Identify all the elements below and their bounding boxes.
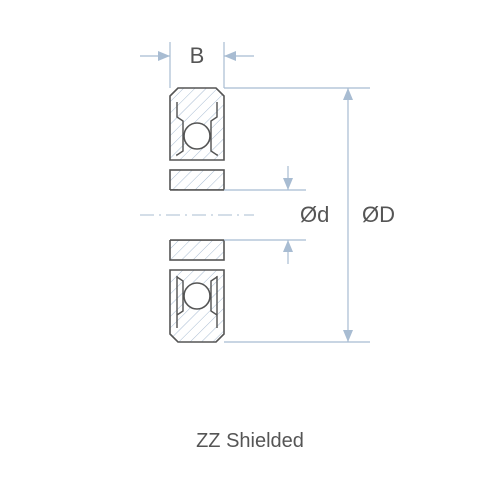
diagram-caption: ZZ Shielded (0, 430, 500, 453)
svg-text:B: B (190, 43, 205, 68)
svg-text:ØD: ØD (362, 202, 395, 227)
bearing-section-diagram: B Ød ØD (0, 0, 500, 420)
svg-text:Ød: Ød (300, 202, 329, 227)
